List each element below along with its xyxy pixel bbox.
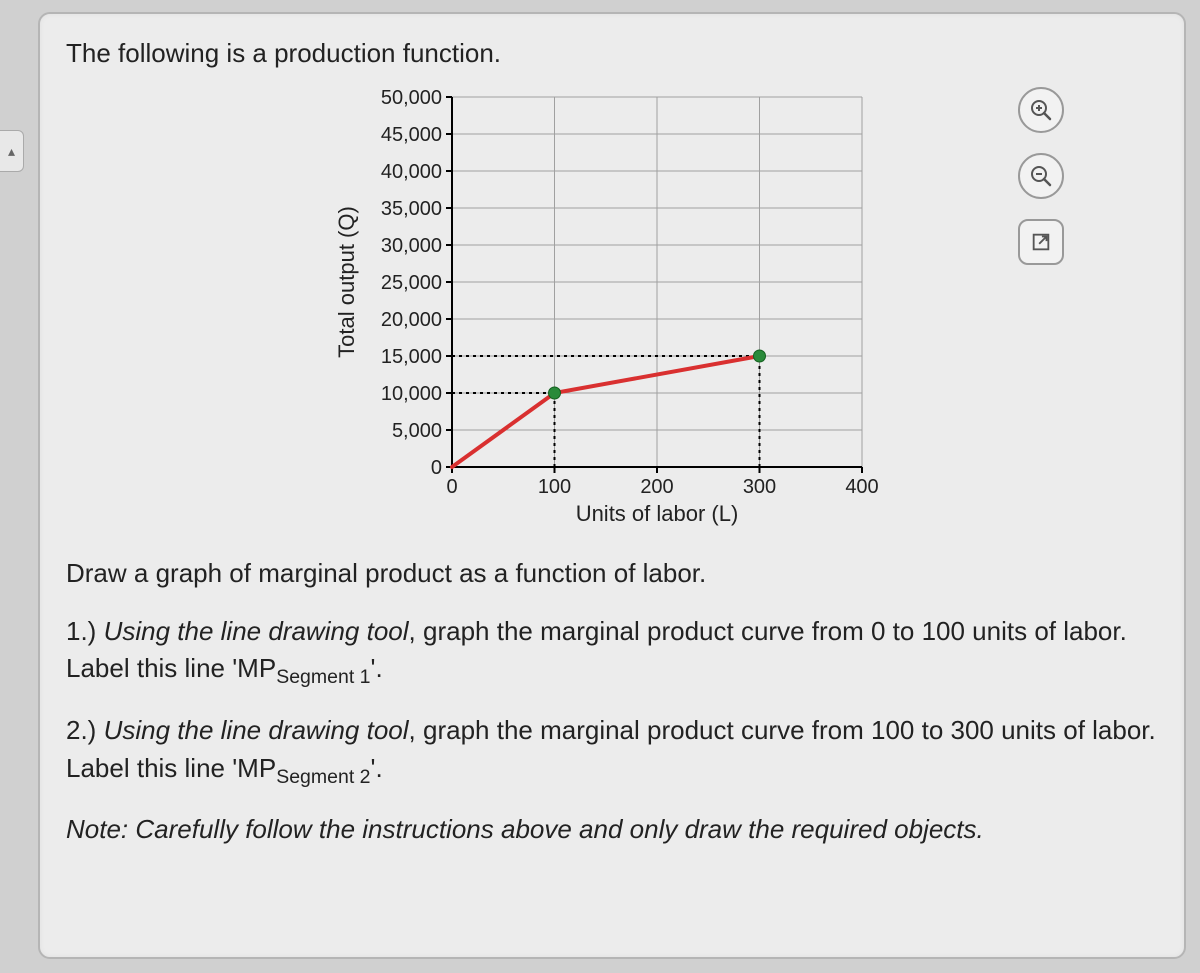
graph-tools <box>1018 87 1064 265</box>
svg-text:100: 100 <box>538 476 571 498</box>
step-1: 1.) Using the line drawing tool, graph t… <box>66 613 1158 692</box>
svg-text:Total output (Q): Total output (Q) <box>334 206 359 358</box>
question-panel: The following is a production function. … <box>38 12 1186 959</box>
step1-num: 1.) <box>66 616 104 646</box>
svg-text:0: 0 <box>446 476 457 498</box>
step2-sub: Segment 2 <box>276 766 370 788</box>
svg-text:Units of labor (L): Units of labor (L) <box>576 501 739 526</box>
graph-area: 0 5,000 10,000 15,000 20,000 25,000 30,000 35,0… <box>66 81 1158 531</box>
svg-text:15,000: 15,000 <box>381 346 442 368</box>
svg-text:40,000: 40,000 <box>381 161 442 183</box>
zoom-in-icon <box>1029 98 1053 122</box>
svg-text:20,000: 20,000 <box>381 309 442 331</box>
step2-tail: '. <box>371 753 383 783</box>
note-label: Note: <box>66 814 128 844</box>
svg-text:0: 0 <box>431 457 442 479</box>
note: Note: Carefully follow the instructions … <box>66 811 1158 849</box>
note-body: Carefully follow the instructions above … <box>128 814 984 844</box>
zoom-in-button[interactable] <box>1018 87 1064 133</box>
svg-text:200: 200 <box>640 476 673 498</box>
popout-icon <box>1030 231 1052 253</box>
svg-text:10,000: 10,000 <box>381 383 442 405</box>
chevron-up-icon: ▴ <box>8 143 15 160</box>
svg-text:25,000: 25,000 <box>381 272 442 294</box>
zoom-out-icon <box>1029 164 1053 188</box>
step1-tail: '. <box>371 653 383 683</box>
svg-text:30,000: 30,000 <box>381 235 442 257</box>
svg-text:400: 400 <box>845 476 878 498</box>
svg-text:45,000: 45,000 <box>381 124 442 146</box>
intro-text: The following is a production function. <box>66 38 1158 69</box>
svg-text:300: 300 <box>743 476 776 498</box>
expand-tab[interactable]: ▴ <box>0 130 24 172</box>
step2-tool: Using the line drawing tool <box>104 715 409 745</box>
production-chart: 0 5,000 10,000 15,000 20,000 25,000 30,000 35,0… <box>332 81 892 531</box>
step1-sub: Segment 1 <box>276 667 370 689</box>
svg-text:35,000: 35,000 <box>381 198 442 220</box>
step2-num: 2.) <box>66 715 104 745</box>
svg-text:50,000: 50,000 <box>381 87 442 109</box>
zoom-out-button[interactable] <box>1018 153 1064 199</box>
step-2: 2.) Using the line drawing tool, graph t… <box>66 712 1158 791</box>
step1-tool: Using the line drawing tool <box>104 616 409 646</box>
prompt-main: Draw a graph of marginal product as a fu… <box>66 555 1158 593</box>
svg-text:5,000: 5,000 <box>392 420 442 442</box>
popout-button[interactable] <box>1018 219 1064 265</box>
